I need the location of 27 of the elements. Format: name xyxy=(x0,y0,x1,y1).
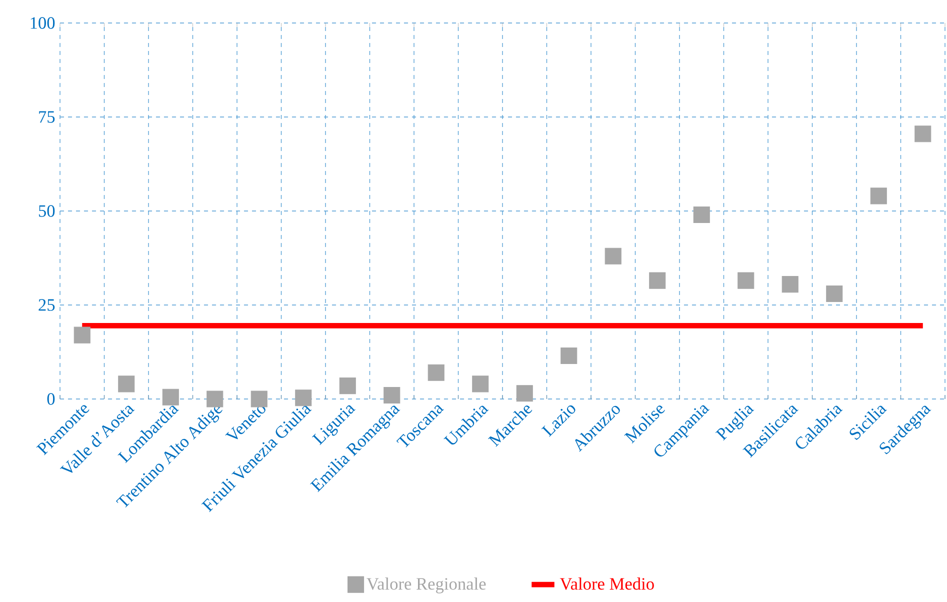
point xyxy=(870,188,887,204)
point xyxy=(250,390,268,408)
legend-label: Valore Regionale xyxy=(366,578,486,594)
point xyxy=(693,206,710,224)
point xyxy=(560,347,578,364)
point xyxy=(649,272,666,289)
point xyxy=(516,385,533,402)
y-tick-label: 25 xyxy=(38,299,55,311)
point xyxy=(782,276,798,293)
point xyxy=(738,272,754,289)
y-tick-label: 50 xyxy=(38,205,55,217)
y-tick-label: 100 xyxy=(30,17,55,29)
legend-label: Valore Medio xyxy=(560,578,654,590)
point xyxy=(74,326,90,344)
y-tick-label: 0 xyxy=(47,393,55,405)
point xyxy=(472,376,489,392)
point xyxy=(118,376,135,392)
point xyxy=(162,388,179,406)
point xyxy=(604,248,622,264)
point xyxy=(914,126,932,142)
point xyxy=(826,285,843,302)
point xyxy=(295,390,312,406)
point xyxy=(384,386,400,404)
point xyxy=(339,378,356,394)
point xyxy=(428,364,444,381)
point xyxy=(206,390,224,408)
y-tick-label: 75 xyxy=(39,111,55,123)
